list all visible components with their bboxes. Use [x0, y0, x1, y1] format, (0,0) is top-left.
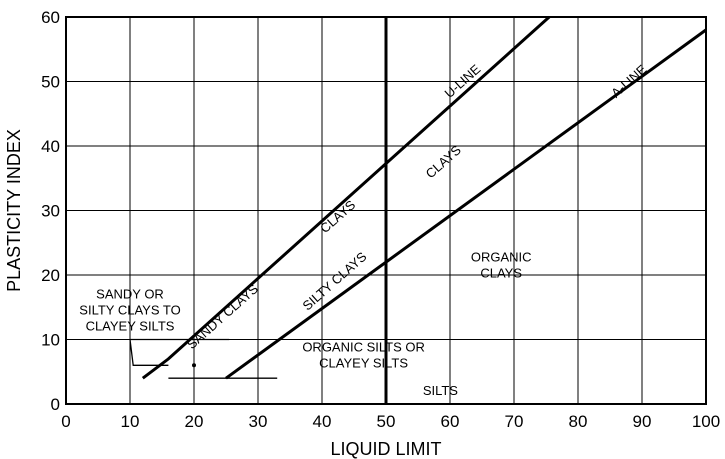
y-axis-label: PLASTICITY INDEX	[4, 129, 24, 292]
y-tick-label: 60	[41, 8, 60, 27]
y-tick-label: 40	[41, 137, 60, 156]
plot-frame	[65, 16, 707, 405]
boundary-line	[129, 339, 169, 366]
annotation: ORGANIC SILTS OR CLAYEY SILTS	[302, 340, 425, 371]
annotation: SANDY OR SILTY CLAYS TO CLAYEY SILTS	[79, 286, 180, 333]
markers	[192, 363, 196, 368]
x-tick-label: 30	[249, 412, 268, 431]
annotation: CLAYS	[317, 197, 358, 236]
y-tick-label: 0	[51, 395, 60, 414]
x-tick-label: 0	[61, 412, 70, 431]
series-a-line	[225, 28, 707, 380]
y-tick-label: 50	[41, 73, 60, 92]
x-tick-label: 40	[313, 412, 332, 431]
x-tick-label: 60	[441, 412, 460, 431]
y-tick-label: 10	[41, 331, 60, 350]
x-tick-labels: 0 10 20 30 40 50 60 70 80 90 100	[61, 412, 720, 431]
x-tick-label: 80	[569, 412, 588, 431]
x-tick-label: 90	[633, 412, 652, 431]
series-lines	[141, 15, 707, 380]
x-tick-label: 10	[121, 412, 140, 431]
y-tick-label: 30	[41, 202, 60, 221]
annotation: ORGANIC CLAYS	[471, 249, 532, 280]
x-tick-label: 50	[377, 412, 396, 431]
y-tick-labels: 0 10 20 30 40 50 60	[41, 8, 60, 414]
annotation: CLAYS	[423, 142, 464, 181]
boundary-lines	[129, 17, 388, 404]
x-tick-label: 20	[185, 412, 204, 431]
series-u-line	[141, 15, 551, 380]
x-tick-label: 70	[505, 412, 524, 431]
annotation: SILTS	[423, 383, 458, 398]
x-tick-label: 100	[692, 412, 720, 431]
annotation: SANDY CLAYS	[184, 281, 261, 352]
y-tick-label: 20	[41, 266, 60, 285]
x-axis-label: LIQUID LIMIT	[330, 439, 441, 459]
data-point	[192, 363, 196, 368]
